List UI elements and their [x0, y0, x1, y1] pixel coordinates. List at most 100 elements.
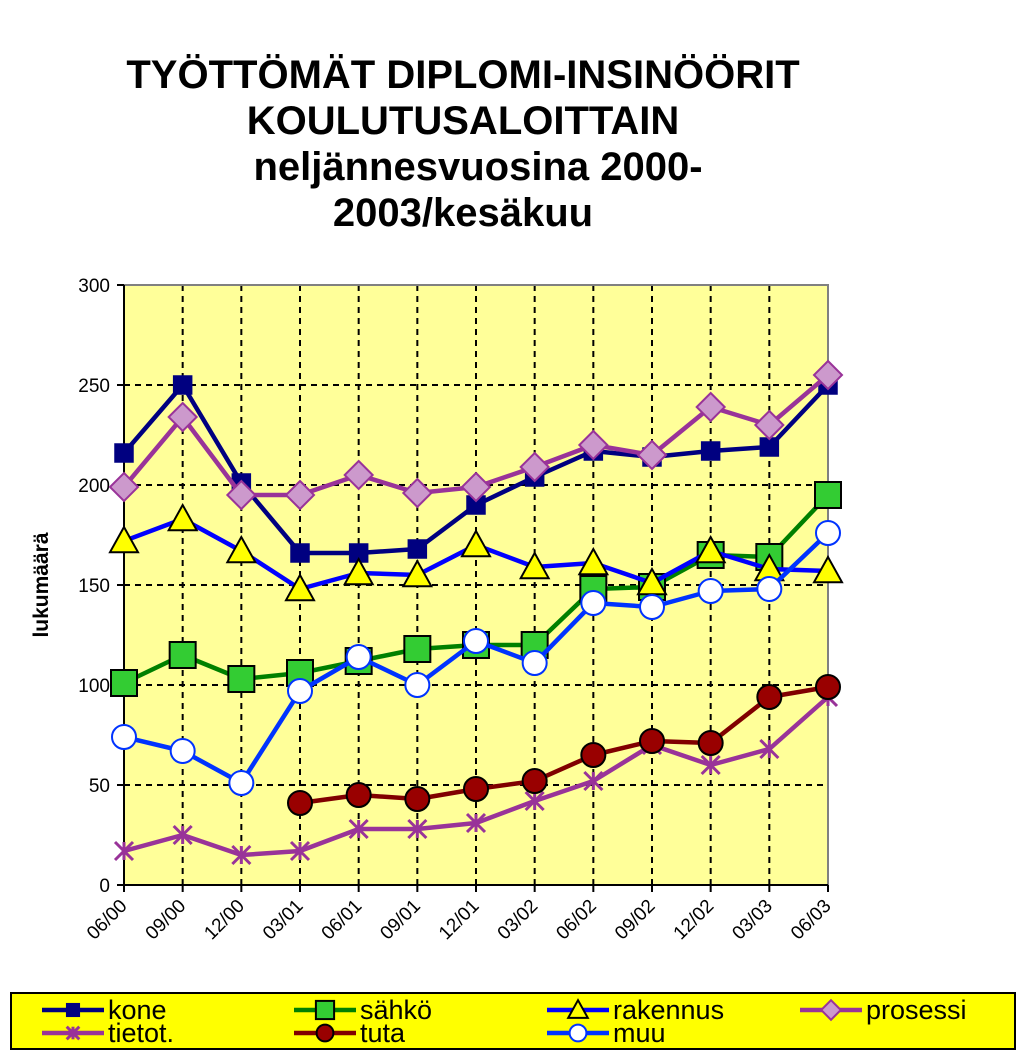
data-point [756, 576, 783, 602]
y-tick-labels: 0 50 100 150 200 250 300 [78, 276, 110, 897]
x-tick-label: 09/01 [376, 896, 424, 944]
data-point [700, 754, 721, 776]
data-point [580, 742, 607, 768]
data-point [342, 556, 375, 586]
data-point [463, 628, 489, 654]
x-tick-labels: 06/00 09/00 12/00 03/01 06/01 09/01 12/01 03/02… [83, 896, 835, 944]
chart-title: TYÖTTÖMÄT DIPLOMI-INSINÖÖRIT KOULUTUSALO… [126, 52, 799, 235]
series-5 [287, 674, 841, 816]
legend-item: sähkö [294, 995, 432, 1025]
legend-marker [65, 1002, 81, 1018]
legend [10, 992, 1016, 1050]
data-point [108, 524, 140, 554]
x-tick-label: 03/03 [728, 896, 776, 944]
title-line-1: TYÖTTÖMÄT DIPLOMI-INSINÖÖRIT [126, 52, 799, 97]
x-tick-label: 09/02 [611, 896, 659, 944]
legend-marker [819, 998, 843, 1022]
data-point [580, 590, 607, 616]
data-point [113, 840, 135, 862]
x-tick-label: 03/01 [259, 896, 307, 944]
series-2 [108, 502, 844, 602]
data-point [172, 824, 193, 846]
legend-label: tuta [360, 1018, 406, 1048]
data-point [639, 594, 665, 620]
data-point [697, 578, 724, 604]
data-point [111, 724, 137, 750]
data-point [287, 678, 313, 704]
y-tick-label: 200 [78, 476, 110, 497]
legend-item: tietot. [42, 1018, 174, 1048]
data-point [759, 738, 780, 760]
data-point [460, 528, 492, 558]
y-tick-label: 250 [78, 376, 110, 397]
data-point [225, 534, 258, 564]
data-point [403, 635, 432, 663]
data-point [815, 520, 841, 546]
legend-marker [566, 998, 590, 1019]
series [108, 359, 844, 866]
y-tick-label: 150 [78, 576, 110, 597]
y-tick-label: 100 [78, 676, 110, 697]
data-point [108, 471, 140, 503]
legend-marker [314, 999, 336, 1021]
legend-label: sähkö [360, 995, 432, 1025]
y-tick-label: 300 [78, 276, 110, 297]
data-point [524, 790, 545, 812]
data-point [287, 790, 313, 816]
data-point [114, 443, 134, 463]
data-point [289, 840, 311, 862]
x-tick-label: 12/00 [200, 896, 248, 944]
legend-label: prosessi [866, 995, 967, 1025]
series-4 [113, 686, 839, 866]
x-tick-label: 09/00 [142, 896, 190, 944]
data-point [697, 730, 724, 756]
data-point [172, 375, 193, 395]
data-point [168, 641, 197, 669]
y-tick-label: 0 [99, 876, 110, 897]
data-point [756, 684, 783, 710]
data-point [231, 844, 252, 866]
data-point [695, 391, 727, 423]
data-point [753, 409, 785, 441]
data-point [343, 459, 375, 491]
legend-entries: kone sähkö rakennus prosessi tietot. tuta muu [42, 995, 967, 1048]
y-tick-label: 50 [89, 776, 110, 797]
series-line [299, 684, 829, 806]
data-point [759, 437, 780, 457]
data-point [521, 650, 548, 676]
legend-marker [315, 1023, 335, 1043]
data-point [577, 546, 610, 576]
legend-label: kone [108, 995, 167, 1025]
data-point [401, 558, 434, 588]
x-tick-label: 03/02 [494, 896, 542, 944]
title-line-3: neljännesvuosina 2000- [253, 145, 702, 189]
data-point [404, 672, 431, 698]
x-tick-label: 06/03 [787, 896, 835, 944]
legend-label: muu [613, 1018, 666, 1048]
x-tick-label: 06/00 [83, 896, 131, 944]
data-point [169, 738, 196, 764]
legend-item: rakennus [547, 995, 724, 1025]
data-point [465, 812, 487, 834]
legend-item: muu [547, 1018, 666, 1048]
data-point [700, 441, 721, 461]
data-point [401, 477, 433, 509]
data-point [228, 770, 255, 796]
data-point [812, 359, 844, 391]
data-point [518, 550, 551, 580]
x-tick-label: 12/01 [435, 896, 483, 944]
data-point [639, 728, 665, 754]
x-tick-label: 06/02 [552, 896, 600, 944]
data-point [814, 481, 842, 509]
data-point [227, 665, 256, 693]
data-point [225, 479, 257, 511]
data-point [694, 534, 727, 564]
series-6 [111, 520, 841, 796]
data-point [577, 429, 609, 461]
data-point [521, 768, 548, 794]
data-point [404, 786, 431, 812]
title-line-4: 2003/kesäkuu [333, 191, 593, 235]
data-point [110, 669, 138, 697]
legend-item: kone [42, 995, 167, 1025]
